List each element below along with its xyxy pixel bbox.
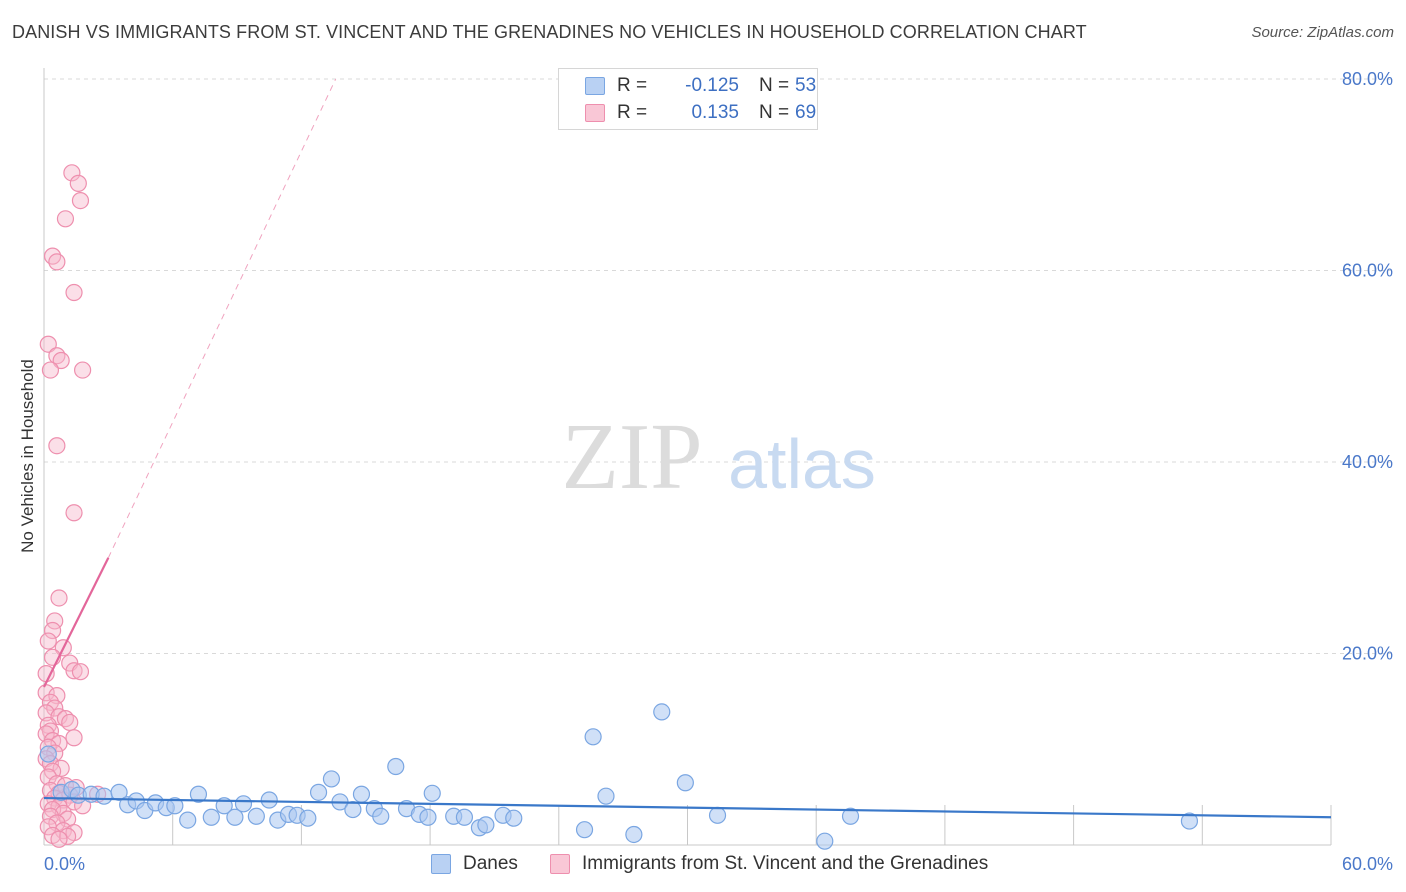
x-tick-label: 60.0%: [1342, 854, 1393, 874]
immigrants-point: [52, 351, 70, 370]
immigrants-point: [39, 632, 57, 650]
danes-legend-label: Danes: [463, 853, 518, 874]
trend-lines: [43, 78, 1332, 819]
danes-point: [1180, 812, 1199, 830]
immigrants-point: [39, 335, 57, 353]
gridlines: [44, 78, 1392, 654]
immigrants-point: [63, 164, 81, 182]
source-label: Source: ZipAtlas.com: [1251, 24, 1394, 41]
immigrants-point: [37, 725, 55, 743]
danes-point: [234, 795, 253, 813]
danes-point: [247, 807, 265, 825]
immigrants-point: [65, 729, 83, 747]
watermark-zip: ZIP: [562, 405, 703, 509]
immigrants-point: [37, 704, 55, 722]
watermark-atlas: atlas: [728, 425, 876, 503]
danes-point: [584, 728, 602, 746]
danes-point: [419, 808, 437, 826]
danes-point: [841, 807, 860, 825]
danes-point: [322, 770, 341, 788]
y-tick-label: 20.0%: [1342, 644, 1393, 664]
immigrants-legend-label: Immigrants from St. Vincent and the Gren…: [582, 853, 989, 874]
danes-point: [39, 745, 57, 763]
danes-point: [179, 811, 197, 829]
y-tick-label: 80.0%: [1342, 69, 1393, 89]
immigrants-point: [41, 361, 60, 379]
y-axis-label: No Vehicles in Household: [18, 359, 37, 553]
x-tick-label: 0.0%: [44, 854, 85, 874]
danes-trend-line: [43, 796, 1332, 819]
danes-point: [110, 783, 128, 801]
immigrants-point: [56, 210, 75, 228]
immigrants-points: [37, 164, 107, 848]
danes-point: [309, 783, 328, 801]
immigrants-point: [65, 504, 83, 522]
danes-point: [625, 825, 643, 844]
immigrants-point: [69, 174, 87, 192]
danes-point: [575, 821, 594, 839]
immigrants-swatch: [550, 854, 570, 874]
chart-title: DANISH VS IMMIGRANTS FROM ST. VINCENT AN…: [12, 22, 1087, 42]
immigrants-point: [65, 283, 83, 302]
danes-point: [423, 784, 441, 802]
immigrants-trend-extension: [107, 78, 337, 558]
immigrants-point: [43, 800, 62, 819]
danes-point: [387, 757, 405, 776]
tick-labels: 20.0% 40.0% 60.0% 80.0% 0.0% 60.0%: [44, 69, 1393, 874]
legend-n-label: N =: [759, 75, 790, 96]
immigrants-swatch: [585, 104, 605, 122]
stats-legend: R = -0.125 N = 53 R = 0.135 N = 69: [558, 68, 818, 130]
immigrants-point: [48, 253, 66, 271]
danes-point: [344, 800, 362, 819]
danes-swatch: [585, 77, 605, 95]
immigrants-point: [48, 687, 66, 705]
danes-point: [299, 809, 317, 827]
immigrants-point: [48, 437, 66, 455]
legend-r-value: -0.125: [685, 75, 739, 96]
danes-point: [597, 787, 615, 805]
immigrants-point: [65, 662, 83, 680]
y-tick-label: 60.0%: [1342, 261, 1393, 281]
immigrants-trend-line: [43, 557, 110, 688]
danes-point: [455, 808, 474, 826]
y-tick-label: 40.0%: [1342, 452, 1393, 472]
danes-point: [708, 806, 727, 824]
immigrants-point: [39, 768, 57, 786]
danes-point: [372, 807, 390, 825]
danes-swatch: [431, 854, 451, 874]
danes-point: [816, 832, 834, 850]
immigrants-point: [74, 361, 92, 379]
immigrants-point: [41, 807, 60, 825]
danes-point: [189, 785, 208, 803]
immigrants-point: [71, 663, 90, 681]
immigrants-point: [71, 192, 90, 210]
legend-n-value: 53: [795, 75, 817, 96]
danes-point: [166, 797, 184, 815]
danes-point: [352, 785, 371, 803]
immigrants-point: [50, 589, 68, 607]
immigrants-point: [46, 699, 64, 717]
danes-point: [653, 703, 671, 721]
watermark: ZIP atlas: [562, 405, 876, 509]
danes-point: [505, 809, 523, 827]
danes-point: [95, 787, 113, 805]
danes-point: [477, 816, 495, 834]
immigrants-point: [61, 713, 79, 732]
immigrants-point: [43, 621, 62, 640]
legend-r-label: R =: [617, 102, 648, 123]
danes-points: [39, 703, 1199, 850]
immigrants-point: [50, 830, 68, 848]
legend-n-value: 69: [795, 102, 817, 123]
danes-point: [202, 808, 220, 826]
danes-point: [226, 808, 244, 826]
legend-n-label: N =: [759, 102, 790, 123]
danes-point: [260, 791, 278, 809]
legend-r-label: R =: [617, 75, 648, 96]
danes-point: [676, 774, 694, 792]
legend-r-value: 0.135: [691, 102, 739, 123]
immigrants-point: [50, 734, 68, 753]
